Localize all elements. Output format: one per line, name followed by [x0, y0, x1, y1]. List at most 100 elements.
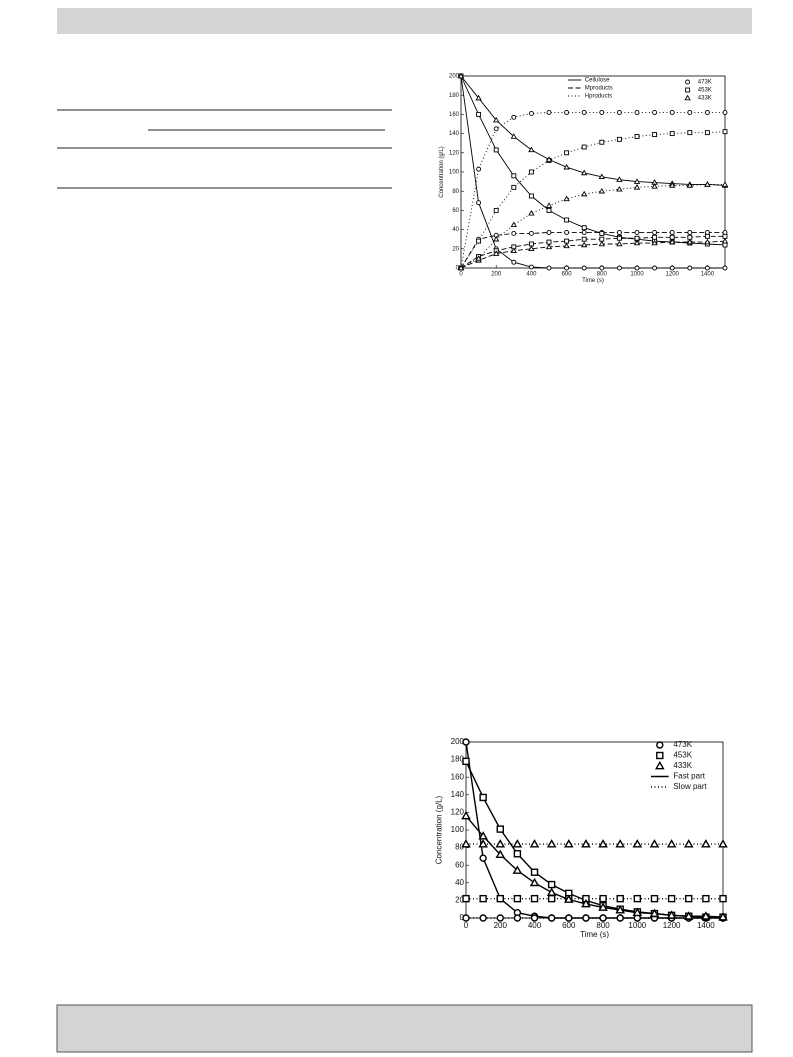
y-tick-label: 100	[449, 170, 460, 176]
marker-circle	[546, 110, 552, 115]
marker-triangle	[528, 146, 535, 153]
curve	[460, 131, 726, 269]
marker-circle	[511, 230, 517, 236]
marker-triangle	[632, 839, 643, 848]
marker-triangle	[598, 839, 608, 848]
marker-circle	[528, 110, 534, 116]
marker-circle	[511, 259, 517, 265]
marker-triangle	[461, 839, 471, 848]
x-tick-label: 800	[596, 921, 610, 930]
marker-circle	[687, 230, 693, 235]
x-tick-label: 1200	[663, 921, 681, 930]
marker-triangle	[581, 839, 591, 848]
marker-square	[616, 136, 622, 142]
marker-square	[722, 233, 728, 239]
marker-square	[719, 894, 727, 903]
marker-triangle	[529, 839, 540, 848]
marker-triangle	[598, 173, 605, 180]
marker-triangle	[616, 185, 623, 192]
marker-square	[722, 242, 728, 248]
x-tick-label: 600	[562, 921, 576, 930]
legend-label: Fast part	[673, 772, 705, 781]
marker-triangle	[632, 907, 643, 917]
marker-square	[599, 894, 607, 903]
curve	[460, 240, 726, 269]
marker-circle	[687, 265, 693, 271]
marker-square	[513, 894, 522, 903]
marker-circle	[704, 110, 710, 115]
x-tick-label: 0	[459, 272, 463, 278]
marker-square	[462, 894, 470, 903]
legend-label: Cellulose	[585, 78, 610, 84]
marker-triangle	[563, 163, 570, 170]
marker-triangle	[528, 209, 535, 216]
x-tick-label: 1000	[630, 272, 644, 278]
marker-square	[687, 234, 693, 240]
marker-circle	[564, 265, 570, 271]
marker-square	[667, 894, 676, 903]
x-tick-label: 1400	[697, 921, 715, 930]
marker-triangle	[510, 133, 517, 139]
marker-circle	[616, 914, 624, 922]
marker-circle	[634, 230, 640, 235]
marker-circle	[513, 914, 522, 922]
marker-circle	[546, 230, 552, 235]
marker-square	[496, 825, 504, 833]
marker-circle	[581, 265, 587, 271]
marker-triangle	[563, 242, 570, 249]
marker-circle	[616, 230, 622, 235]
y-tick-label: 120	[451, 808, 465, 817]
marker-circle	[581, 230, 587, 235]
marker-circle	[496, 914, 504, 922]
legend-label: 453K	[673, 751, 692, 760]
marker-square	[581, 144, 587, 150]
marker-square	[656, 751, 664, 760]
marker-triangle	[704, 238, 711, 245]
marker-square	[722, 129, 728, 135]
marker-square	[546, 239, 552, 245]
marker-triangle	[616, 176, 623, 182]
y-tick-label: 200	[449, 74, 460, 80]
marker-square	[528, 193, 534, 199]
marker-circle	[462, 914, 470, 922]
marker-circle	[634, 265, 640, 271]
marker-triangle	[651, 183, 658, 189]
marker-circle	[530, 914, 539, 922]
marker-circle	[652, 110, 658, 115]
marker-square	[546, 207, 552, 213]
legend-label: 473K	[673, 740, 692, 749]
legend-label: 433K	[673, 761, 692, 770]
marker-square	[528, 169, 534, 175]
marker-square	[685, 894, 693, 903]
footer-box	[56, 1004, 753, 1053]
marker-triangle	[721, 237, 729, 244]
marker-square	[652, 234, 658, 240]
marker-square	[616, 894, 624, 903]
marker-triangle	[598, 187, 605, 194]
marker-triangle	[563, 195, 570, 202]
y-tick-label: 60	[455, 860, 464, 869]
marker-square	[685, 87, 691, 93]
marker-circle	[616, 110, 622, 115]
marker-square	[462, 757, 470, 766]
marker-triangle	[546, 839, 557, 848]
marker-square	[687, 130, 693, 136]
marker-triangle	[546, 887, 557, 896]
marker-square	[702, 894, 710, 903]
marker-circle	[547, 914, 556, 922]
marker-triangle	[512, 839, 523, 848]
marker-circle	[476, 166, 482, 172]
marker-square	[564, 217, 570, 223]
marker-square	[511, 184, 517, 190]
y-tick-label: 80	[452, 189, 459, 195]
marker-circle	[599, 914, 607, 922]
y-tick-label: 0	[460, 913, 465, 922]
legend-label: Mproducts	[585, 86, 613, 92]
marker-triangle	[563, 894, 574, 903]
marker-square	[476, 111, 482, 117]
curve	[460, 232, 725, 269]
marker-triangle	[649, 908, 660, 917]
marker-triangle	[718, 839, 728, 848]
marker-triangle	[704, 181, 711, 187]
